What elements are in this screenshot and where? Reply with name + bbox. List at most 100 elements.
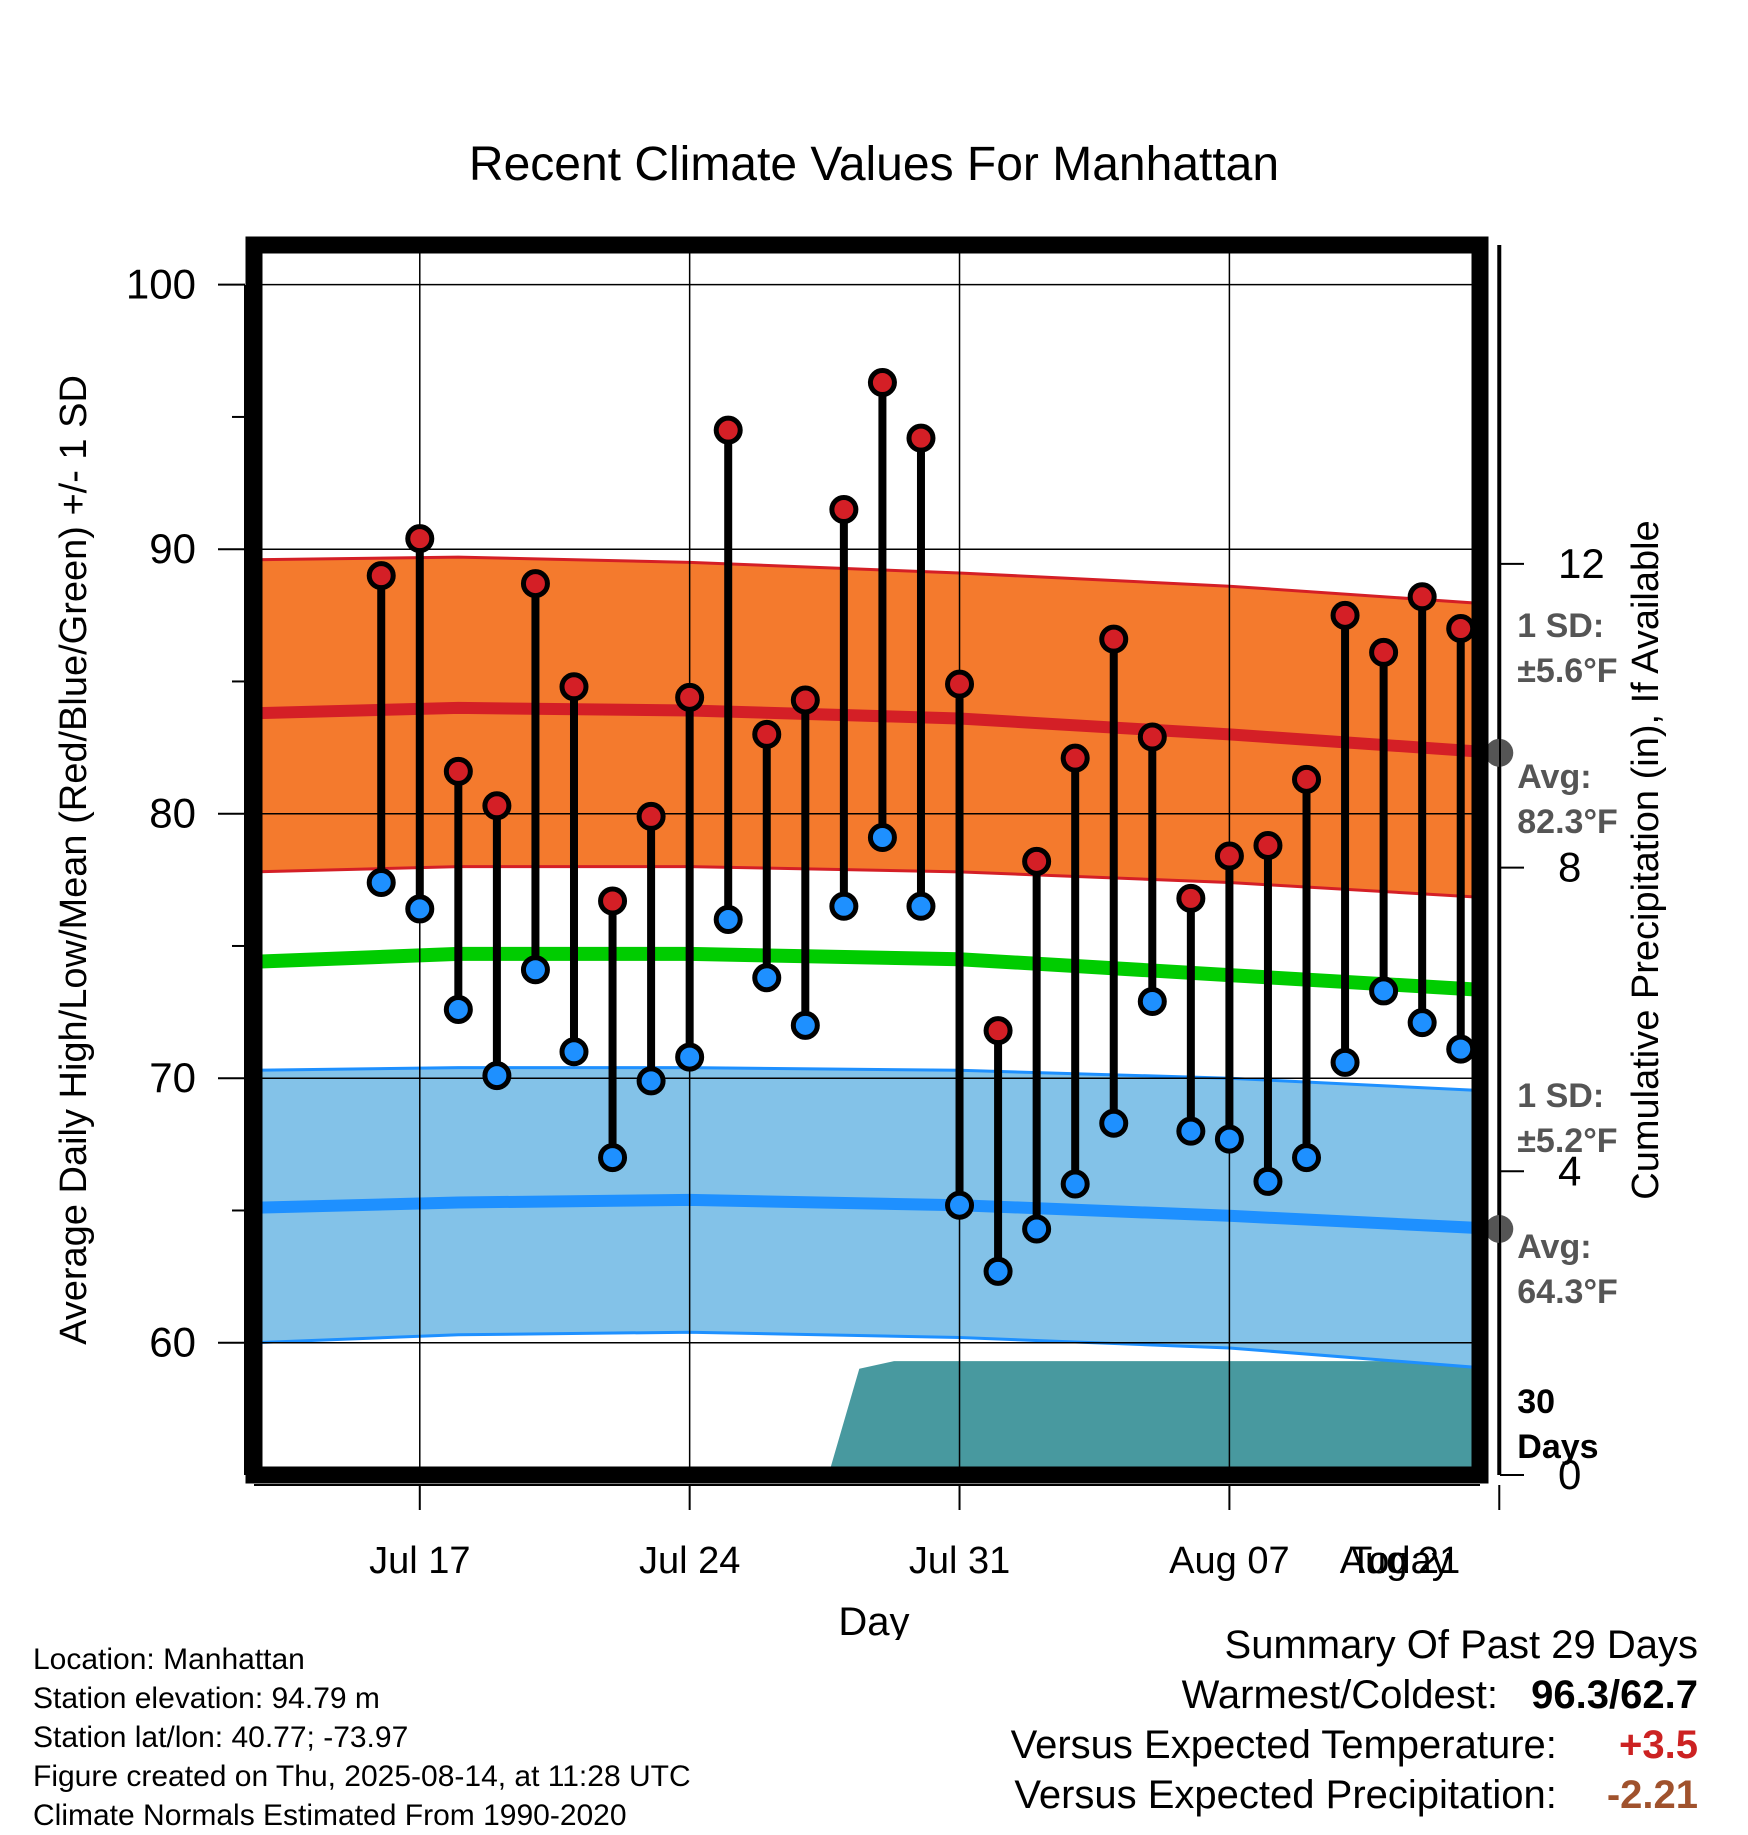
high-point	[945, 669, 975, 699]
high-point	[1060, 743, 1090, 773]
low-point	[1407, 1008, 1437, 1038]
plot-area: 1 SD: ±5.6°F Avg: 82.3°F 1 SD: ±5.2°F Avg: 64.3…	[126, 236, 1618, 1582]
low-avg-label: Avg:	[1517, 1228, 1591, 1266]
low-point	[752, 963, 782, 993]
low-point	[482, 1061, 512, 1091]
low-point	[1099, 1108, 1129, 1138]
y-tick-label: 80	[149, 790, 196, 837]
low-point	[983, 1256, 1013, 1286]
high-point	[1292, 764, 1322, 794]
low-avg-line	[254, 1193, 1480, 1235]
y-tick-label: 70	[149, 1054, 196, 1101]
summary-title: Summary Of Past 29 Days	[1224, 1623, 1698, 1667]
low-point	[636, 1066, 666, 1096]
created-text: Figure created on Thu, 2025-08-14, at 11…	[33, 1760, 691, 1793]
low-point	[443, 994, 473, 1024]
high-point	[1446, 614, 1476, 644]
low-point	[366, 867, 396, 897]
high-point	[829, 495, 859, 525]
low-point	[1022, 1214, 1052, 1244]
low-point	[1253, 1166, 1283, 1196]
latlon-text: Station lat/lon: 40.77; -73.97	[33, 1721, 409, 1754]
x-axis-label: Day	[838, 1600, 909, 1640]
low-point	[1060, 1169, 1090, 1199]
low-point	[559, 1037, 589, 1067]
x-tick-label: Aug 21	[1340, 1540, 1460, 1582]
y-axis-label: Average Daily High/Low/Mean (Red/Blue/Gr…	[53, 375, 95, 1345]
low-point	[867, 823, 897, 853]
station-info: Location: Manhattan Station elevation: 9…	[33, 1640, 691, 1835]
days-label-line2: Days	[1517, 1428, 1598, 1466]
high-sd-band	[254, 557, 1480, 898]
high-point	[983, 1016, 1013, 1046]
low-point	[713, 905, 743, 935]
high-point	[1369, 637, 1399, 667]
high-point	[1022, 846, 1052, 876]
climate-chart: Recent Climate Values For Manhattan 1 SD…	[53, 138, 1667, 1640]
low-point	[1214, 1124, 1244, 1154]
high-point	[636, 801, 666, 831]
high-point	[1137, 722, 1167, 752]
high-avg-line	[254, 701, 1480, 758]
low-point	[598, 1143, 628, 1173]
normals-text: Climate Normals Estimated From 1990-2020	[33, 1799, 627, 1832]
high-point	[482, 791, 512, 821]
low-point	[790, 1010, 820, 1040]
high-point	[559, 672, 589, 702]
x-tick-label: Today	[1349, 1540, 1450, 1582]
low-point	[1292, 1143, 1322, 1173]
low-avg-value: 64.3°F	[1517, 1273, 1618, 1311]
x-tick-label: Jul 24	[639, 1540, 740, 1582]
x-tick-label: Jul 17	[369, 1540, 470, 1582]
x-tick-label: Jul 31	[909, 1540, 1010, 1582]
low-point	[1176, 1116, 1206, 1146]
high-point	[1407, 582, 1437, 612]
low-point	[1330, 1047, 1360, 1077]
y2-tick-label: 4	[1558, 1147, 1581, 1194]
low-point	[1369, 976, 1399, 1006]
low-point	[1137, 987, 1167, 1017]
high-point	[1330, 600, 1360, 630]
warm-cold-row: Warmest/Coldest: 96.3/62.7	[1011, 1670, 1698, 1720]
high-point	[713, 415, 743, 445]
warm-cold-values: 96.3/62.7	[1531, 1670, 1698, 1720]
high-sd-value: ±5.6°F	[1517, 652, 1617, 690]
low-point	[675, 1042, 705, 1072]
warmest-value: 96.3	[1531, 1673, 1610, 1717]
low-point	[906, 891, 936, 921]
x-tick-label: Aug 07	[1169, 1540, 1289, 1582]
high-point	[443, 756, 473, 786]
high-point	[1176, 883, 1206, 913]
plot-clipped	[254, 555, 1480, 1475]
low-sd-label: 1 SD:	[1517, 1077, 1604, 1115]
high-point	[1099, 624, 1129, 654]
y-tick-label: 100	[126, 261, 196, 308]
high-point	[752, 719, 782, 749]
days-label-line1: 30	[1517, 1383, 1555, 1421]
temp-anomaly-value: +3.5	[1619, 1723, 1698, 1767]
precip-anomaly-row: Versus Expected Precipitation: -2.21	[1011, 1770, 1698, 1820]
high-sd-upper-line	[254, 555, 1480, 605]
low-sd-band	[254, 1067, 1480, 1368]
warm-cold-label: Warmest/Coldest:	[1181, 1673, 1499, 1717]
y2-tick-label: 0	[1558, 1451, 1581, 1498]
temp-anomaly-row: Versus Expected Temperature: +3.5	[1011, 1720, 1698, 1770]
chart-title: Recent Climate Values For Manhattan	[469, 138, 1279, 191]
y-tick-label: 60	[149, 1319, 196, 1366]
high-point	[675, 682, 705, 712]
high-sd-label: 1 SD:	[1517, 607, 1604, 645]
high-point	[405, 524, 435, 554]
precip-anomaly-value: -2.21	[1606, 1773, 1698, 1817]
high-sd-lower-line	[254, 865, 1480, 899]
temp-anomaly-label: Versus Expected Temperature:	[1010, 1723, 1557, 1767]
y2-axis-label: Cumulative Precipitation (in), If Availa…	[1625, 520, 1667, 1199]
low-point	[1446, 1034, 1476, 1064]
high-point	[366, 561, 396, 591]
low-point	[405, 894, 435, 924]
low-point	[945, 1190, 975, 1220]
precip-anomaly-label: Versus Expected Precipitation:	[1014, 1773, 1557, 1817]
high-point	[1214, 841, 1244, 871]
high-point	[1253, 830, 1283, 860]
y2-tick-label: 8	[1558, 844, 1581, 891]
high-point	[906, 423, 936, 453]
